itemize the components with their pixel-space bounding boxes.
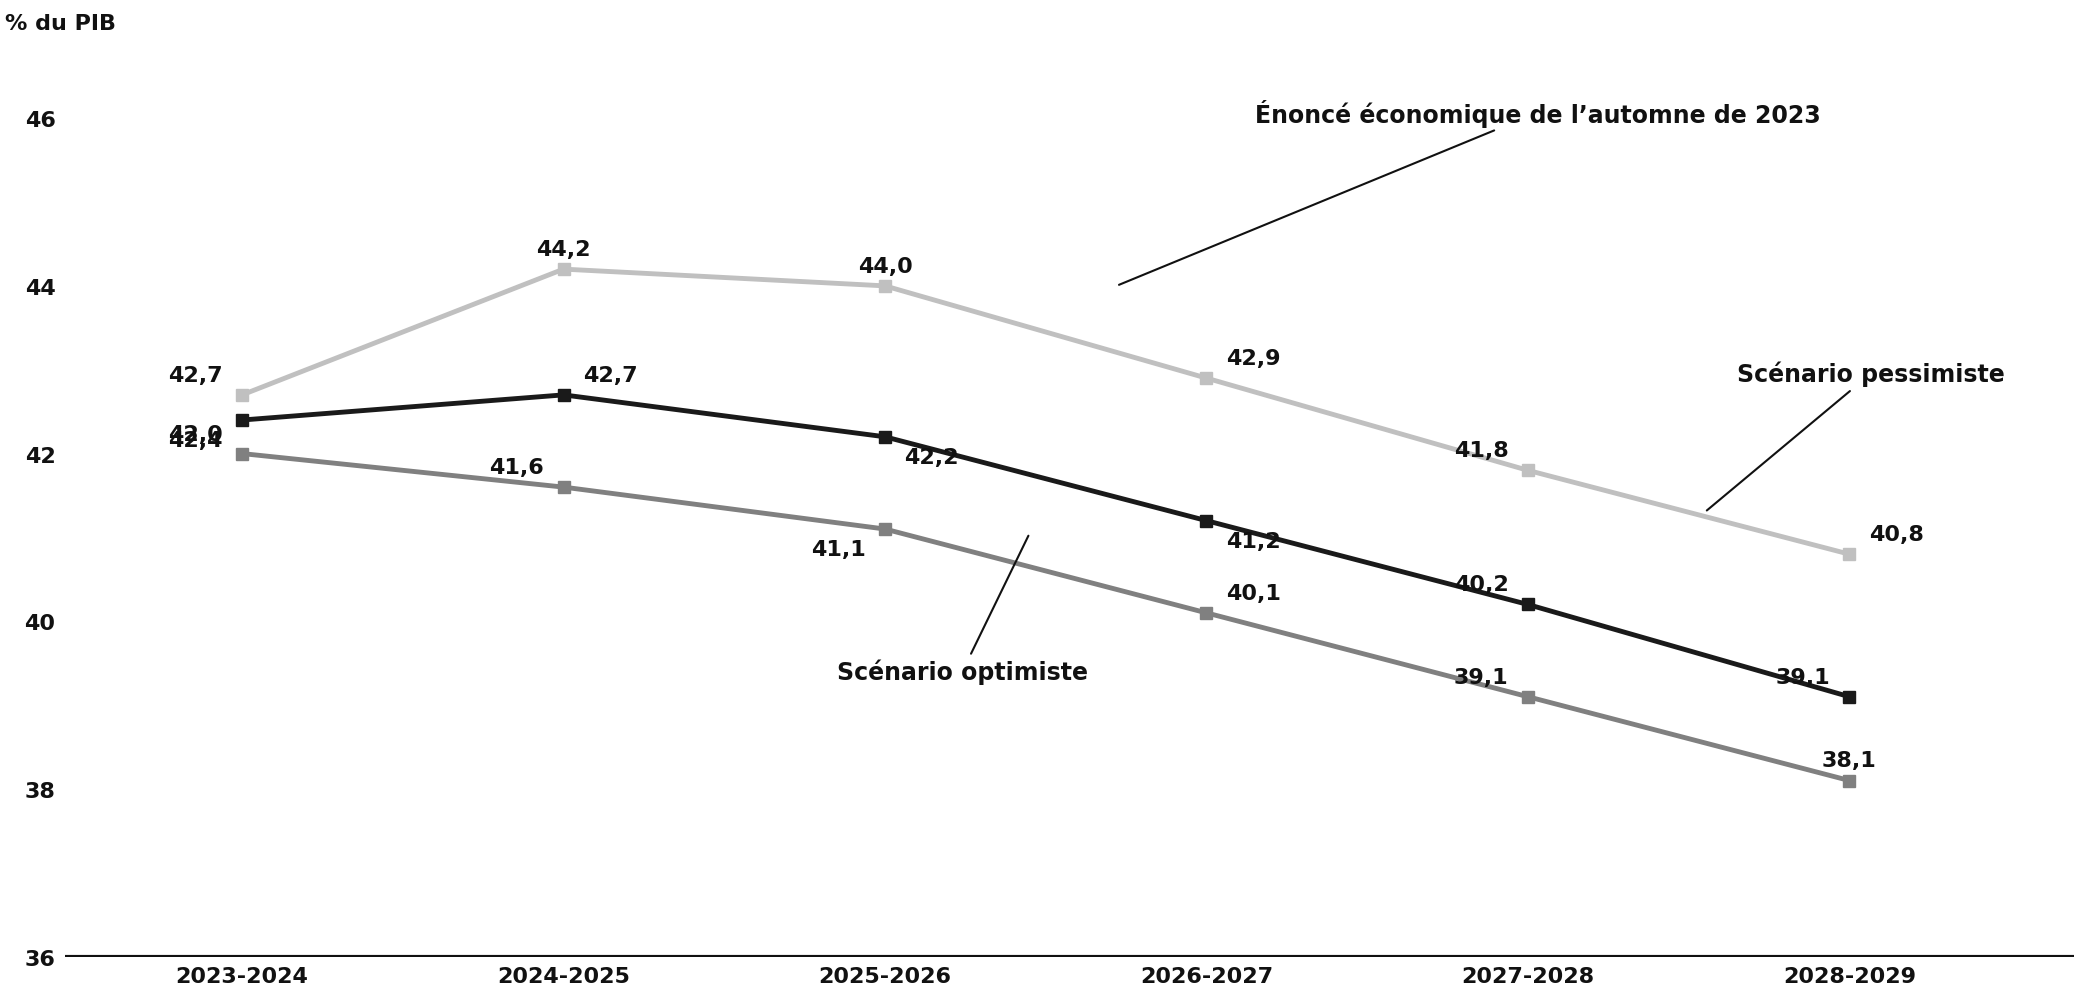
- Text: % du PIB: % du PIB: [4, 14, 115, 34]
- Text: 40,2: 40,2: [1453, 575, 1508, 595]
- Text: 42,4: 42,4: [167, 430, 224, 450]
- Text: 40,1: 40,1: [1225, 583, 1280, 603]
- Text: 42,7: 42,7: [167, 365, 224, 385]
- Text: 44,0: 44,0: [857, 257, 912, 277]
- Text: 42,9: 42,9: [1225, 349, 1280, 369]
- Text: 42,7: 42,7: [583, 365, 638, 385]
- Text: 41,1: 41,1: [811, 540, 866, 560]
- Text: 42,0: 42,0: [167, 424, 224, 444]
- Text: 39,1: 39,1: [1453, 667, 1508, 687]
- Text: Scénario optimiste: Scénario optimiste: [836, 537, 1087, 685]
- Text: 42,2: 42,2: [903, 447, 960, 467]
- Text: 39,1: 39,1: [1775, 667, 1830, 687]
- Text: Scénario pessimiste: Scénario pessimiste: [1706, 362, 2005, 511]
- Text: 41,8: 41,8: [1453, 441, 1508, 460]
- Text: 44,2: 44,2: [535, 240, 592, 260]
- Text: 41,6: 41,6: [489, 457, 544, 477]
- Text: 41,2: 41,2: [1225, 532, 1280, 552]
- Text: 40,8: 40,8: [1869, 525, 1924, 545]
- Text: Énoncé économique de l’automne de 2023: Énoncé économique de l’automne de 2023: [1119, 99, 1821, 286]
- Text: 38,1: 38,1: [1821, 750, 1878, 770]
